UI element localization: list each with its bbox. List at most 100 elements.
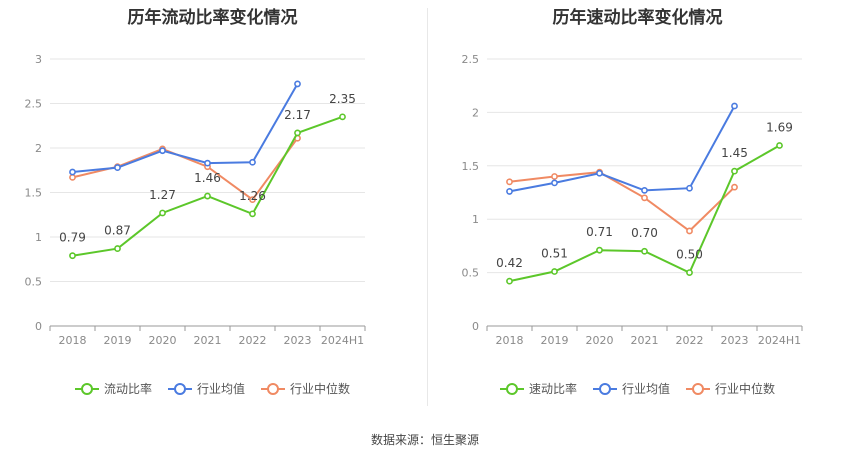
legend-swatch [592, 382, 617, 395]
chart-plot: 0 0.5 1 1.5 2 2.5 3 2018 2019 2020 2021 2022 2023 202… [25, 53, 366, 347]
data-label: 0.42 [496, 256, 523, 270]
data-point [159, 147, 166, 155]
data-point [114, 245, 121, 252]
x-tick-label: 2024H1 [321, 334, 364, 347]
data-point [249, 158, 256, 166]
data-label: 0.51 [541, 247, 568, 261]
x-tick-label: 2022 [239, 334, 267, 347]
x-tick-label: 2018 [59, 334, 87, 347]
y-tick-label: 0 [472, 320, 479, 333]
y-tick-label: 1.5 [25, 187, 43, 200]
x-tick-label: 2022 [676, 334, 704, 347]
x-tick-label: 2020 [149, 334, 177, 347]
data-point [159, 209, 166, 217]
data-point [249, 210, 256, 218]
legend-swatch [499, 382, 524, 395]
legend-swatch [261, 382, 285, 395]
x-tick-label: 2018 [496, 334, 524, 347]
data-point [776, 142, 783, 149]
data-label: 1.27 [149, 188, 176, 202]
y-tick-label: 2.5 [462, 53, 480, 66]
data-point [731, 102, 738, 110]
data-point [249, 196, 256, 204]
chart-title: 历年速动比率变化情况 [552, 8, 723, 28]
y-tick-label: 2 [472, 106, 479, 119]
legend-label: 行业均值 [196, 382, 245, 396]
data-label: 0.71 [586, 225, 613, 239]
x-tick-label: 2024H1 [758, 334, 801, 347]
y-tick-label: 1 [472, 213, 479, 226]
legend-item[interactable]: 行业中位数 [686, 380, 775, 397]
series-line [509, 171, 736, 233]
x-tick-label: 2021 [631, 334, 659, 347]
x-tick-label: 2021 [194, 334, 222, 347]
y-tick-label: 0.5 [25, 276, 43, 289]
data-point [641, 247, 648, 255]
legend-label: 流动比率 [103, 382, 152, 396]
series-line [72, 83, 299, 173]
data-point [686, 184, 693, 192]
data-point [596, 169, 603, 177]
chart-legend: 流动比率 行业均值 行业中位数 [0, 380, 425, 397]
data-label: 2.17 [284, 108, 311, 122]
data-point [731, 167, 738, 175]
legend-label: 速动比率 [528, 382, 577, 396]
y-tick-label: 3 [35, 53, 42, 66]
data-point [506, 277, 513, 285]
y-tick-label: 1.5 [462, 160, 480, 173]
data-point [551, 173, 558, 180]
data-source-note: 数据来源：恒生聚源 [370, 433, 479, 447]
legend-label: 行业中位数 [715, 382, 776, 396]
x-tick-label: 2020 [586, 334, 614, 347]
current-ratio-chart: 历年流动比率变化情况 0 0.5 1 1.5 2 2.5 3 2018 2019 2020 2021… [0, 0, 425, 410]
data-point [596, 246, 603, 254]
x-tick-label: 2019 [104, 334, 132, 347]
data-point [294, 129, 301, 137]
x-tick-label: 2023 [721, 334, 749, 347]
data-point [69, 168, 76, 176]
data-point [641, 186, 648, 194]
data-point [686, 227, 693, 235]
data-point [339, 113, 346, 121]
data-point [506, 178, 513, 186]
legend-item[interactable]: 行业均值 [167, 380, 245, 397]
data-point [204, 159, 211, 167]
data-point [69, 173, 76, 181]
data-point [686, 269, 693, 276]
panel-divider [427, 8, 428, 406]
y-tick-label: 0 [35, 320, 42, 333]
data-point [294, 80, 301, 88]
chart-title: 历年流动比率变化情况 [127, 8, 298, 28]
chart-legend: 速动比率 行业均值 行业中位数 [425, 380, 850, 397]
data-point [506, 188, 513, 195]
legend-item[interactable]: 行业中位数 [261, 380, 350, 397]
data-point [641, 194, 648, 202]
legend-label: 行业均值 [621, 382, 670, 396]
series-line [509, 105, 736, 193]
data-point [551, 179, 558, 187]
y-tick-label: 2 [35, 142, 42, 155]
data-point [731, 183, 738, 191]
legend-item[interactable]: 行业均值 [592, 380, 670, 397]
data-label: 0.50 [676, 248, 703, 262]
data-label: 1.45 [721, 146, 748, 160]
y-tick-label: 2.5 [25, 98, 43, 111]
data-point [204, 192, 211, 200]
legend-swatch [686, 382, 710, 395]
data-point [114, 164, 121, 171]
data-label: 0.70 [631, 226, 658, 240]
y-tick-label: 1 [35, 231, 42, 244]
data-label: 2.35 [329, 92, 356, 106]
legend-item[interactable]: 流动比率 [74, 380, 152, 397]
x-tick-label: 2023 [284, 334, 312, 347]
data-label: 1.26 [239, 189, 266, 203]
legend-swatch [74, 382, 99, 395]
data-point [551, 268, 558, 275]
quick-ratio-chart: 历年速动比率变化情况 0 0.5 1 1.5 2 2.5 2018 2019 2020 2021 2… [425, 0, 850, 410]
y-tick-label: 0.5 [462, 267, 480, 280]
data-label: 1.69 [766, 121, 793, 135]
legend-label: 行业中位数 [290, 382, 351, 396]
legend-item[interactable]: 速动比率 [499, 380, 577, 397]
data-label: 0.87 [104, 224, 131, 238]
